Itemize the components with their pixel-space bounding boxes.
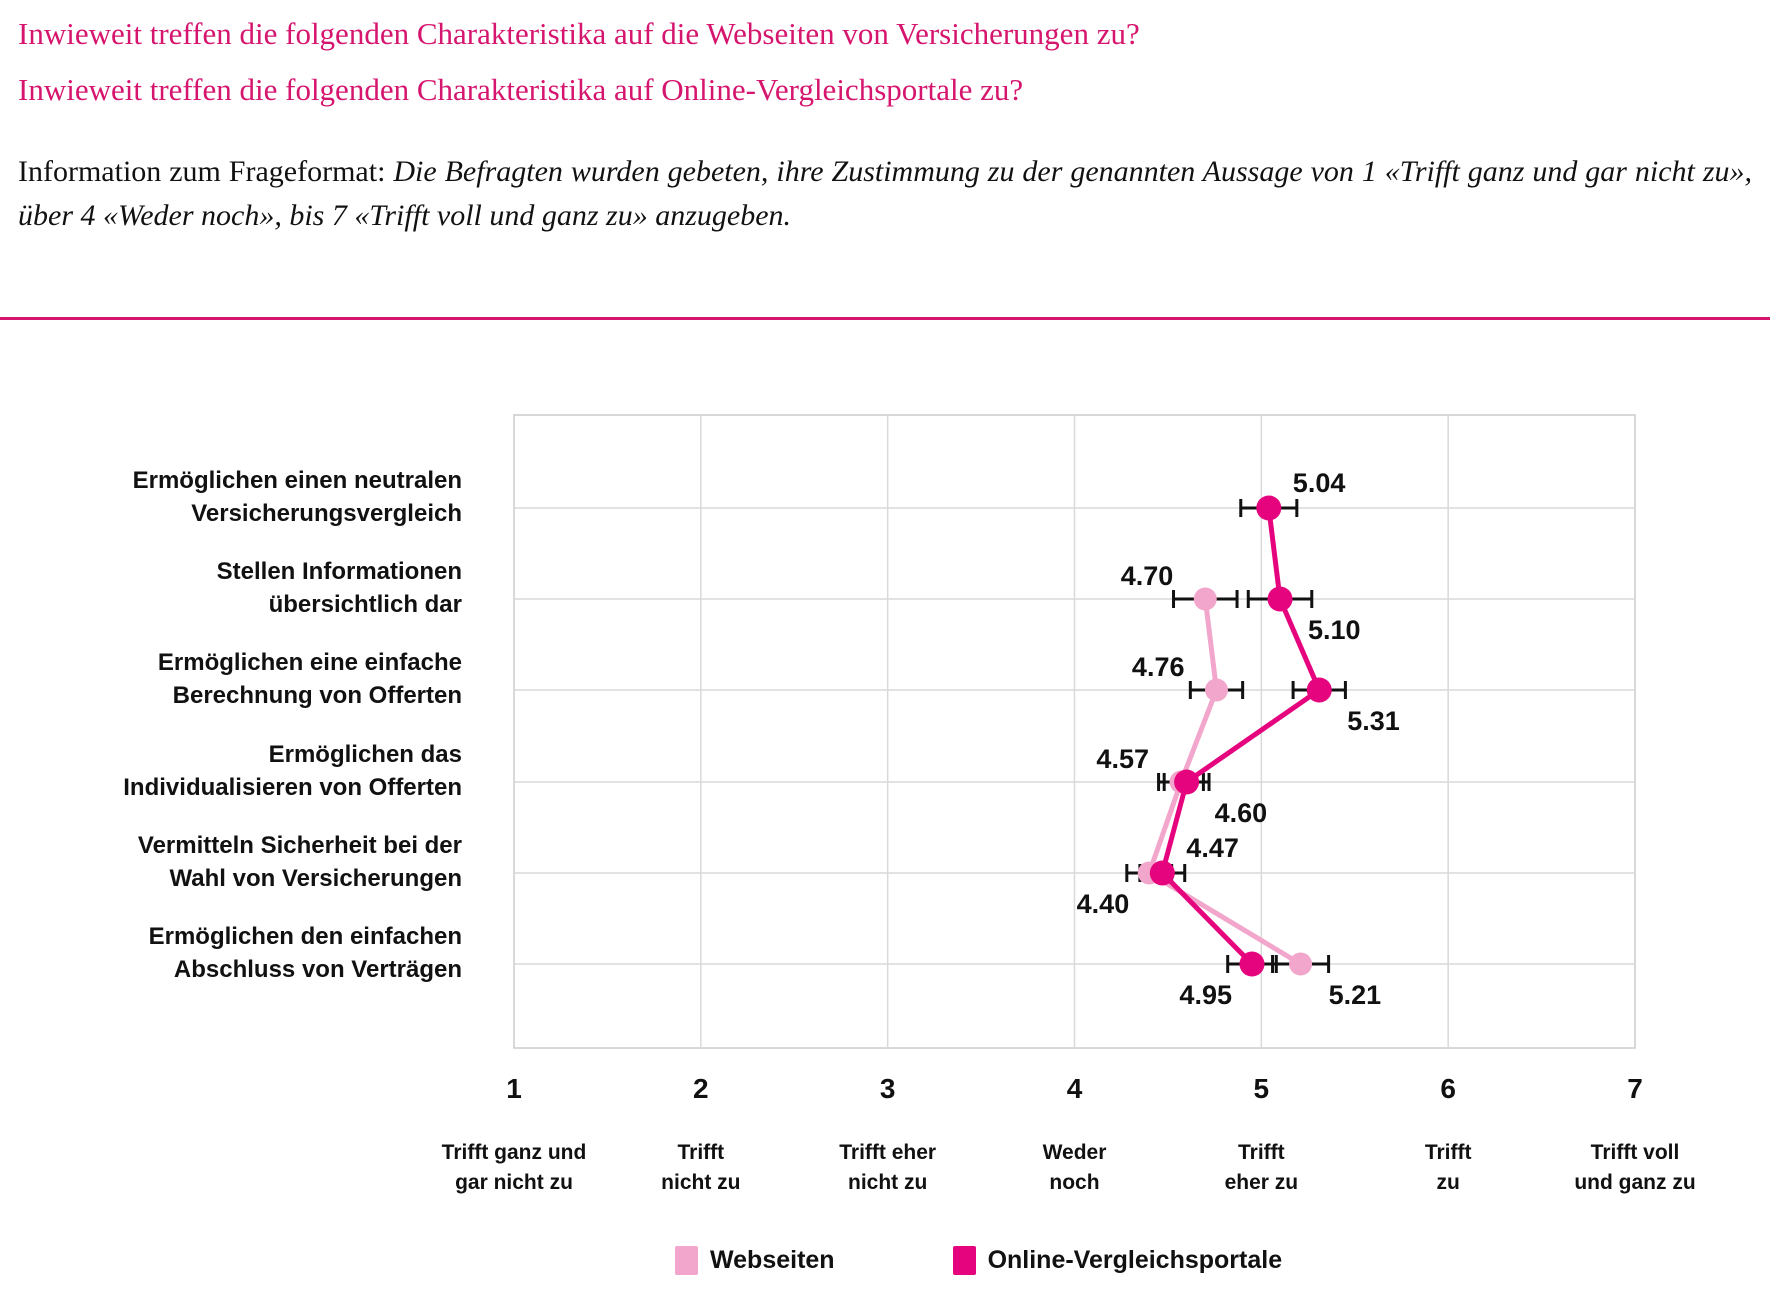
category-label: Ermöglichen eine einfache Berechnung von … [158, 649, 462, 709]
category-label: Ermöglichen einen neutralen Versicherungs… [133, 467, 462, 527]
agreement-chart: Ermöglichen einen neutralen Versicherungs… [123, 414, 1696, 1194]
info-prefix: Information zum Frageformat: [18, 155, 386, 188]
x-tick-label: Trifft ganz und gar nicht zu [442, 1141, 587, 1194]
value-label: 4.57 [1096, 744, 1149, 774]
x-tick-number: 7 [1627, 1073, 1643, 1104]
value-label: 5.04 [1293, 468, 1346, 498]
x-tick-label-line: Trifft [1425, 1141, 1472, 1164]
x-tick-number: 5 [1254, 1073, 1270, 1104]
value-label: 4.95 [1179, 980, 1232, 1010]
marker-portale [1239, 951, 1265, 977]
legend-item-portale: Online-Vergleichsportale [952, 1246, 1283, 1275]
marker-portale [1306, 677, 1332, 703]
category-label-line: übersichtlich dar [269, 591, 462, 618]
marker-webseiten [1193, 587, 1217, 611]
marker-portale [1149, 860, 1175, 886]
accent-divider [0, 317, 1770, 320]
x-tick-label-line: Trifft [678, 1141, 725, 1164]
marker-portale [1256, 495, 1282, 521]
x-tick-number: 2 [693, 1073, 709, 1104]
x-tick-label-line: Weder [1043, 1141, 1107, 1164]
category-label-line: Vermitteln Sicherheit bei der [138, 832, 462, 859]
legend-item-webseiten: Webseiten [675, 1246, 835, 1275]
marker-portale [1174, 769, 1200, 795]
category-label-line: Berechnung von Offerten [173, 682, 462, 709]
question-title-2: Inwieweit treffen die folgenden Charakte… [18, 72, 1024, 107]
value-label: 4.47 [1186, 833, 1239, 863]
value-label: 4.40 [1077, 889, 1130, 919]
category-label: Stellen Informationen übersichtlich dar [217, 558, 462, 618]
marker-webseiten [1204, 678, 1228, 702]
legend-label-webseiten: Webseiten [710, 1246, 835, 1274]
value-label: 4.60 [1215, 798, 1268, 828]
x-tick-label: Trifft eher nicht zu [839, 1141, 936, 1194]
value-label: 5.31 [1347, 706, 1400, 736]
chart-legend: Webseiten Online-Vergleichsportale [675, 1246, 1282, 1275]
category-label-line: Ermöglichen den einfachen [149, 923, 462, 950]
category-label-line: Individualisieren von Offerten [123, 774, 462, 801]
x-tick-label-line: nicht zu [848, 1171, 927, 1194]
category-label-line: Wahl von Versicherungen [169, 865, 462, 892]
category-label-line: Ermöglichen das [269, 741, 462, 768]
value-label: 4.76 [1132, 652, 1185, 682]
x-tick-number: 3 [880, 1073, 896, 1104]
legend-swatch-webseiten [675, 1246, 698, 1275]
x-tick-label-line: Trifft ganz und [442, 1141, 587, 1164]
x-tick-label-line: nicht zu [661, 1171, 740, 1194]
x-tick-number: 4 [1067, 1073, 1083, 1104]
marker-portale [1267, 586, 1293, 612]
question-format-info: Information zum Frageformat: Die Befragt… [18, 150, 1752, 238]
category-label-line: Ermöglichen einen neutralen [133, 467, 462, 494]
x-tick-label: Weder noch [1043, 1141, 1107, 1194]
x-tick-label: Trifft eher zu [1225, 1141, 1299, 1194]
legend-label-portale: Online-Vergleichsportale [987, 1246, 1283, 1274]
x-tick-label-line: und ganz zu [1574, 1171, 1695, 1194]
x-tick-label: Trifft zu [1425, 1141, 1472, 1194]
question-title-1: Inwieweit treffen die folgenden Charakte… [18, 16, 1140, 51]
category-label-line: Versicherungsvergleich [191, 500, 462, 527]
x-tick-label: Trifft nicht zu [661, 1141, 740, 1194]
marker-webseiten [1289, 952, 1313, 976]
value-label: 4.70 [1121, 561, 1174, 591]
x-tick-label-line: noch [1049, 1171, 1099, 1194]
x-tick-label-line: gar nicht zu [455, 1171, 573, 1194]
value-label: 5.10 [1308, 615, 1361, 645]
chart-canvas: Ermöglichen einen neutralen Versicherungs… [0, 355, 1770, 1305]
info-italic: Die Befragten wurden gebeten, ihre Zusti… [18, 155, 1752, 232]
x-tick-label-line: eher zu [1225, 1171, 1299, 1194]
category-label: Vermitteln Sicherheit bei der Wahl von Ve… [138, 832, 462, 892]
category-label-line: Stellen Informationen [217, 558, 462, 585]
category-label: Ermöglichen das Individualisieren von Off… [123, 741, 462, 801]
series-line-portale [1159, 507, 1323, 966]
x-tick-label-line: zu [1437, 1171, 1460, 1194]
legend-swatch-portale [952, 1246, 976, 1275]
category-label-line: Abschluss von Verträgen [174, 956, 462, 983]
x-tick-label-line: Trifft eher [839, 1141, 936, 1164]
category-label: Ermöglichen den einfachen Abschluss von V… [149, 923, 462, 983]
category-label-line: Ermöglichen eine einfache [158, 649, 462, 676]
x-tick-label: Trifft voll und ganz zu [1574, 1141, 1695, 1194]
x-tick-label-line: Trifft voll [1591, 1141, 1680, 1164]
x-tick-label-line: Trifft [1238, 1141, 1285, 1164]
value-label: 5.21 [1329, 980, 1382, 1010]
x-tick-number: 1 [506, 1073, 522, 1104]
x-tick-number: 6 [1440, 1073, 1456, 1104]
